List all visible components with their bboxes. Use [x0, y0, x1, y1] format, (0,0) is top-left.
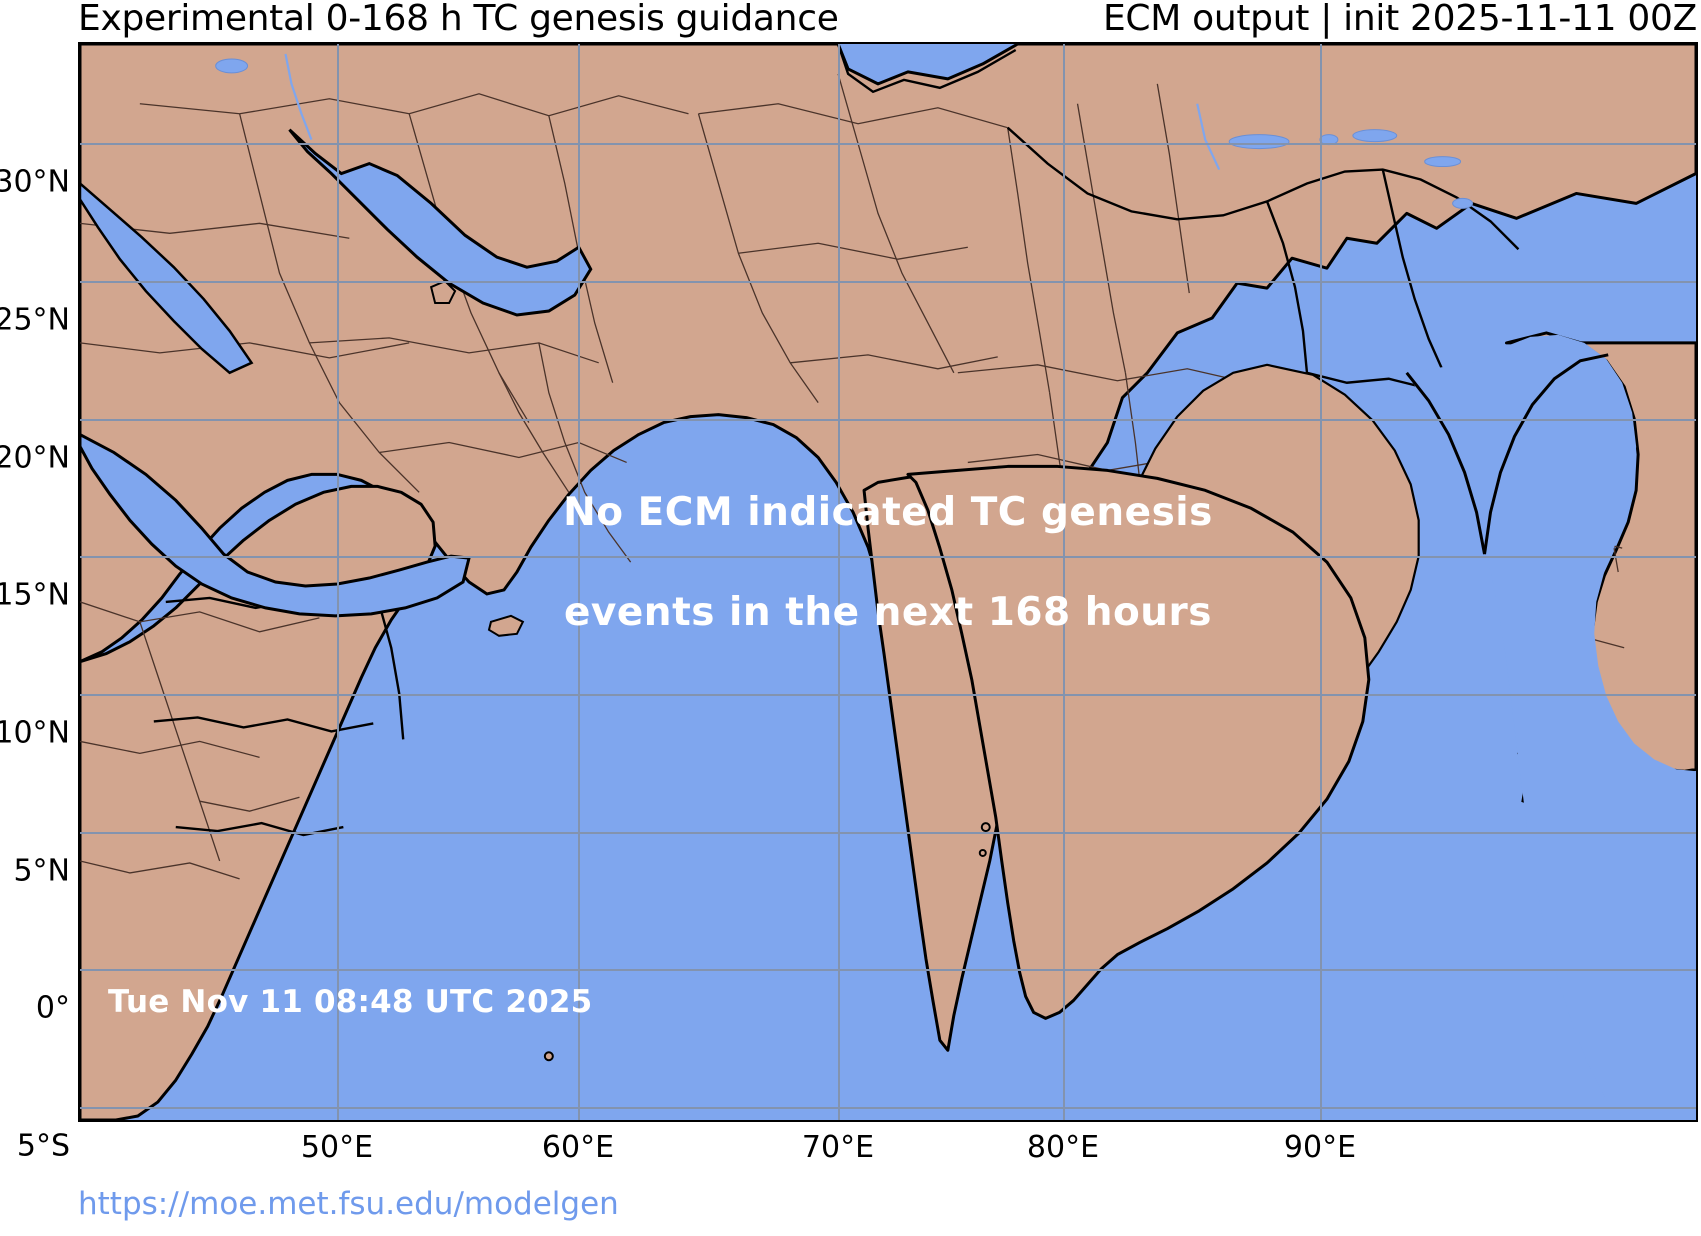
y-tick-10N: 10°N: [0, 715, 70, 751]
model-init-label: ECM output | init 2025-11-11 00Z: [1102, 0, 1697, 39]
x-tick-70E: 70°E: [801, 1130, 875, 1165]
y-tick-5N: 5°N: [13, 853, 70, 889]
x-tick-80E: 80°E: [1026, 1130, 1100, 1165]
page-title: Experimental 0-168 h TC genesis guidance: [78, 0, 839, 39]
y-tick-5S: 5°S: [16, 1128, 70, 1164]
no-genesis-message-line2: events in the next 168 hours: [563, 590, 1213, 635]
no-genesis-message-line1: No ECM indicated TC genesis: [563, 490, 1213, 535]
source-url-link[interactable]: https://moe.met.fsu.edu/modelgen: [78, 1186, 619, 1222]
y-tick-25N: 25°N: [0, 302, 70, 338]
x-tick-60E: 60°E: [541, 1130, 615, 1165]
map-frame: .land{fill:#d2a68f;stroke:#000;stroke-wi…: [78, 42, 1698, 1122]
map-timestamp: Tue Nov 11 08:48 UTC 2025: [108, 984, 593, 1020]
tc-genesis-map[interactable]: .land{fill:#d2a68f;stroke:#000;stroke-wi…: [78, 42, 1698, 1122]
y-tick-30N: 30°N: [0, 164, 70, 200]
y-tick-15N: 15°N: [0, 577, 70, 613]
y-tick-0: 0°: [35, 990, 70, 1026]
x-tick-50E: 50°E: [300, 1130, 374, 1165]
x-tick-90E: 90°E: [1283, 1130, 1357, 1165]
y-tick-20N: 20°N: [0, 440, 70, 476]
map-geography: .land{fill:#d2a68f;stroke:#000;stroke-wi…: [80, 44, 1696, 1120]
page-header: Experimental 0-168 h TC genesis guidance…: [0, 0, 1701, 40]
